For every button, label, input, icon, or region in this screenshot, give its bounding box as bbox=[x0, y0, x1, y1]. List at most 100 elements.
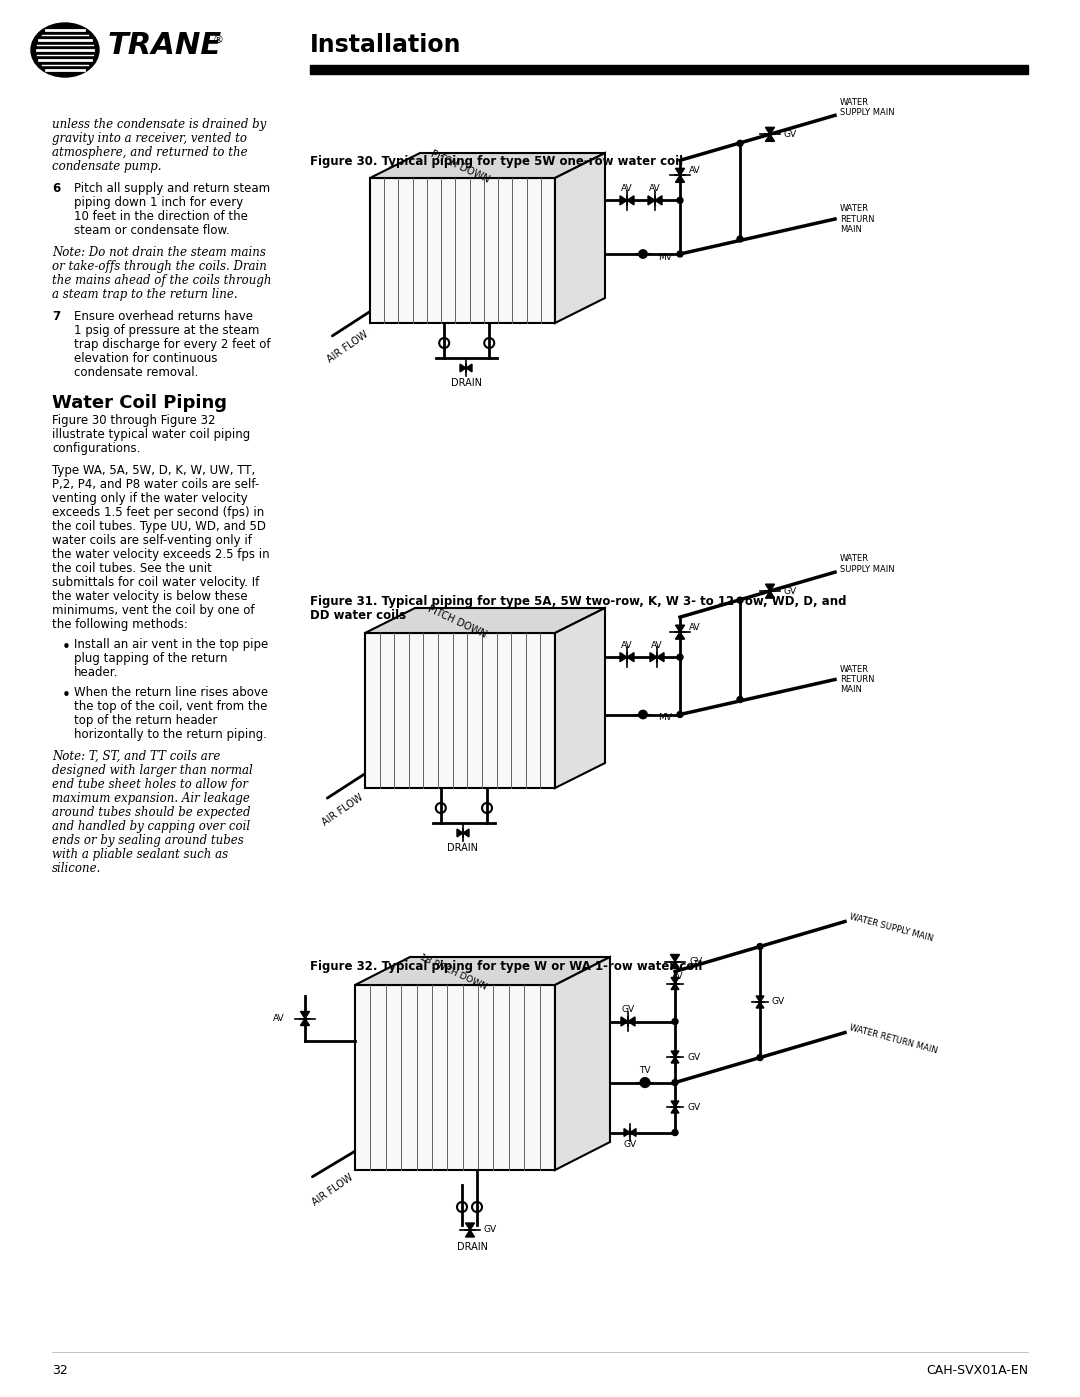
Polygon shape bbox=[675, 176, 685, 183]
Text: the water velocity exceeds 2.5 fps in: the water velocity exceeds 2.5 fps in bbox=[52, 548, 270, 562]
Text: trap discharge for every 2 feet of: trap discharge for every 2 feet of bbox=[75, 338, 270, 351]
Text: WATER
SUPPLY MAIN: WATER SUPPLY MAIN bbox=[840, 98, 894, 117]
Circle shape bbox=[638, 710, 647, 718]
Text: maximum expansion. Air leakage: maximum expansion. Air leakage bbox=[52, 792, 249, 805]
Text: Note: T, ST, and TT coils are: Note: T, ST, and TT coils are bbox=[52, 750, 220, 763]
Polygon shape bbox=[671, 1101, 679, 1106]
Text: Figure 32. Typical piping for type W or WA 1-row water coil: Figure 32. Typical piping for type W or … bbox=[310, 960, 702, 972]
Polygon shape bbox=[654, 196, 662, 205]
Text: designed with larger than normal: designed with larger than normal bbox=[52, 764, 253, 777]
Text: •: • bbox=[62, 687, 71, 703]
Text: Note: Do not drain the steam mains: Note: Do not drain the steam mains bbox=[52, 246, 266, 258]
Text: WATER SUPPLY MAIN: WATER SUPPLY MAIN bbox=[849, 912, 934, 943]
Text: the coil tubes. Type UU, WD, and 5D: the coil tubes. Type UU, WD, and 5D bbox=[52, 520, 266, 534]
Text: the water velocity is below these: the water velocity is below these bbox=[52, 590, 247, 604]
Text: elevation for continuous: elevation for continuous bbox=[75, 352, 217, 365]
Polygon shape bbox=[648, 196, 654, 205]
Text: Figure 31. Typical piping for type 5A, 5W two-row, K, W 3- to 12-row, WD, D, and: Figure 31. Typical piping for type 5A, 5… bbox=[310, 595, 847, 608]
Polygon shape bbox=[671, 954, 679, 961]
Text: ®: ® bbox=[212, 35, 222, 45]
Circle shape bbox=[677, 711, 683, 718]
Polygon shape bbox=[675, 169, 685, 176]
Polygon shape bbox=[627, 1017, 635, 1025]
Text: DD water coils: DD water coils bbox=[310, 609, 406, 622]
Text: When the return line rises above: When the return line rises above bbox=[75, 686, 268, 698]
Text: Pitch all supply and return steam: Pitch all supply and return steam bbox=[75, 182, 270, 196]
Polygon shape bbox=[555, 957, 610, 1171]
Circle shape bbox=[677, 251, 683, 257]
Text: GV: GV bbox=[483, 1225, 496, 1235]
Polygon shape bbox=[465, 1229, 474, 1236]
Polygon shape bbox=[756, 996, 764, 1002]
Text: silicone.: silicone. bbox=[52, 862, 102, 875]
Text: PITCH DOWN: PITCH DOWN bbox=[427, 604, 488, 640]
Polygon shape bbox=[756, 1002, 764, 1009]
Polygon shape bbox=[465, 1222, 474, 1229]
Text: exceeds 1.5 feet per second (fps) in: exceeds 1.5 feet per second (fps) in bbox=[52, 506, 265, 520]
Text: condensate removal.: condensate removal. bbox=[75, 366, 199, 379]
Polygon shape bbox=[555, 154, 605, 323]
Text: Water Coil Piping: Water Coil Piping bbox=[52, 394, 227, 412]
Text: AV: AV bbox=[621, 184, 633, 193]
Bar bbox=[310, 66, 1028, 74]
Text: •: • bbox=[62, 640, 71, 655]
Text: DRAIN: DRAIN bbox=[457, 1242, 487, 1252]
Circle shape bbox=[757, 943, 762, 950]
Text: 6: 6 bbox=[52, 182, 60, 196]
Polygon shape bbox=[460, 365, 465, 372]
Text: P,2, P4, and P8 water coils are self-: P,2, P4, and P8 water coils are self- bbox=[52, 478, 259, 490]
Text: ends or by sealing around tubes: ends or by sealing around tubes bbox=[52, 834, 244, 847]
Text: MV: MV bbox=[658, 712, 672, 722]
Text: configurations.: configurations. bbox=[52, 441, 140, 455]
Text: minimums, vent the coil by one of: minimums, vent the coil by one of bbox=[52, 604, 255, 617]
Text: WATER RETURN MAIN: WATER RETURN MAIN bbox=[849, 1023, 939, 1055]
Text: plug tapping of the return: plug tapping of the return bbox=[75, 652, 228, 665]
Text: submittals for coil water velocity. If: submittals for coil water velocity. If bbox=[52, 576, 259, 590]
Text: a steam trap to the return line.: a steam trap to the return line. bbox=[52, 288, 238, 300]
Circle shape bbox=[677, 197, 683, 204]
Polygon shape bbox=[766, 134, 774, 141]
Text: 1 psig of pressure at the steam: 1 psig of pressure at the steam bbox=[75, 324, 259, 337]
Text: atmosphere, and returned to the: atmosphere, and returned to the bbox=[52, 147, 247, 159]
Text: top of the return header: top of the return header bbox=[75, 714, 217, 726]
Polygon shape bbox=[370, 177, 555, 323]
Text: the top of the coil, vent from the: the top of the coil, vent from the bbox=[75, 700, 268, 712]
Circle shape bbox=[672, 1130, 678, 1136]
Text: water coils are self-venting only if: water coils are self-venting only if bbox=[52, 534, 252, 548]
Polygon shape bbox=[671, 978, 679, 983]
Text: Type WA, 5A, 5W, D, K, W, UW, TT,: Type WA, 5A, 5W, D, K, W, UW, TT, bbox=[52, 464, 255, 476]
Text: AV: AV bbox=[273, 1014, 285, 1023]
Text: 10 feet in the direction of the: 10 feet in the direction of the bbox=[75, 210, 248, 224]
Text: Figure 30. Typical piping for type 5W one-row water coil: Figure 30. Typical piping for type 5W on… bbox=[310, 155, 684, 168]
Text: DRAIN: DRAIN bbox=[447, 842, 478, 854]
Text: and handled by capping over coil: and handled by capping over coil bbox=[52, 820, 251, 833]
Polygon shape bbox=[355, 957, 610, 985]
Text: WATER
RETURN
MAIN: WATER RETURN MAIN bbox=[840, 665, 875, 694]
Text: WATER
SUPPLY MAIN: WATER SUPPLY MAIN bbox=[840, 555, 894, 574]
Polygon shape bbox=[300, 1011, 310, 1018]
Bar bbox=[0, 0, 1080, 89]
Polygon shape bbox=[370, 154, 605, 177]
Text: header.: header. bbox=[75, 666, 119, 679]
Text: AV: AV bbox=[689, 623, 701, 631]
Text: unless the condensate is drained by: unless the condensate is drained by bbox=[52, 117, 267, 131]
Text: GV: GV bbox=[784, 130, 797, 138]
Text: 32: 32 bbox=[52, 1363, 68, 1376]
Text: GV: GV bbox=[687, 1102, 700, 1112]
Circle shape bbox=[737, 140, 743, 147]
Text: GV: GV bbox=[784, 587, 797, 595]
Text: with a pliable sealant such as: with a pliable sealant such as bbox=[52, 848, 228, 861]
Text: AIR FLOW: AIR FLOW bbox=[321, 792, 365, 827]
Polygon shape bbox=[463, 828, 469, 837]
Text: GV: GV bbox=[689, 957, 702, 965]
Text: 1B PITCH DOWN: 1B PITCH DOWN bbox=[418, 953, 488, 992]
Polygon shape bbox=[671, 983, 679, 989]
Text: the mains ahead of the coils through: the mains ahead of the coils through bbox=[52, 274, 271, 286]
Polygon shape bbox=[624, 1129, 630, 1136]
Polygon shape bbox=[465, 365, 472, 372]
Polygon shape bbox=[365, 608, 605, 633]
Polygon shape bbox=[457, 828, 463, 837]
Text: DRAIN: DRAIN bbox=[450, 379, 482, 388]
Circle shape bbox=[737, 597, 743, 604]
Text: Ensure overhead returns have: Ensure overhead returns have bbox=[75, 310, 253, 323]
